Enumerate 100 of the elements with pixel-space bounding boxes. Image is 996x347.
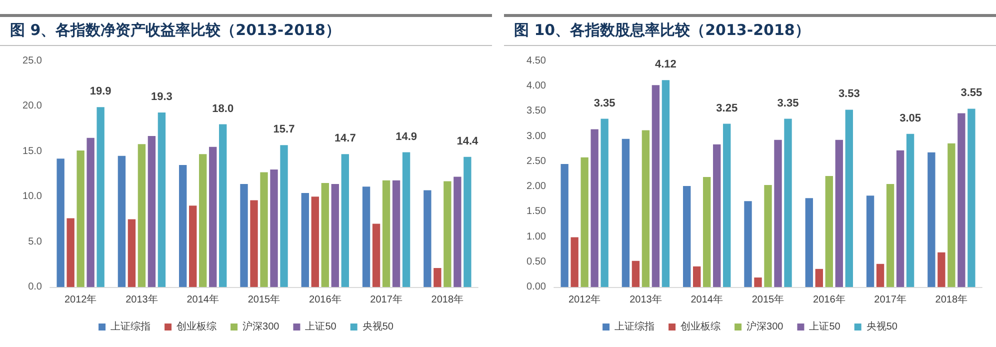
- x-tick-label: 2013年: [126, 294, 158, 306]
- legend-label: 创业板综: [176, 320, 217, 332]
- bar: [703, 177, 711, 287]
- legend-label: 上证综指: [110, 320, 151, 332]
- bar: [835, 140, 843, 287]
- bar: [600, 118, 608, 287]
- bar: [866, 196, 874, 287]
- legend-label: 上证综指: [614, 320, 655, 332]
- bar: [683, 186, 691, 287]
- bar: [896, 150, 904, 287]
- bar: [76, 150, 84, 287]
- bar: [179, 164, 187, 287]
- bar: [454, 176, 462, 287]
- bar: [321, 183, 329, 287]
- bar: [938, 252, 946, 287]
- y-tick-label: 25.0: [22, 56, 42, 66]
- bar: [301, 192, 309, 287]
- data-label: 3.53: [838, 88, 860, 100]
- chart-title: 图 9、各指数净资产收益率比较（2013-2018）: [10, 21, 340, 40]
- bar: [560, 164, 568, 287]
- x-tick-label: 2017年: [370, 294, 402, 306]
- x-tick-label: 2015年: [752, 294, 784, 306]
- bar: [764, 185, 772, 287]
- bar: [66, 218, 74, 287]
- data-label: 19.9: [90, 86, 112, 98]
- bar: [280, 145, 288, 287]
- legend-label: 沪深300: [746, 320, 784, 332]
- bar: [434, 268, 442, 287]
- bar: [662, 80, 670, 287]
- bar: [723, 124, 731, 287]
- data-label: 3.35: [594, 97, 616, 110]
- bar: [754, 277, 762, 287]
- bar: [189, 206, 197, 287]
- data-label: 15.7: [273, 124, 295, 136]
- y-tick-label: 5.0: [28, 236, 42, 248]
- bar: [805, 198, 813, 287]
- x-tick-label: 2016年: [309, 294, 342, 306]
- bar: [968, 108, 976, 287]
- y-tick-label: 4.00: [526, 80, 546, 92]
- bar: [825, 176, 833, 287]
- data-label: 18.0: [212, 102, 234, 115]
- bar: [392, 180, 400, 287]
- data-label: 3.35: [777, 97, 799, 110]
- x-tick-label: 2016年: [813, 294, 846, 306]
- y-tick-label: 0.50: [526, 256, 546, 268]
- bar: [199, 154, 207, 287]
- y-tick-label: 3.00: [526, 130, 546, 142]
- x-tick-label: 2014年: [186, 294, 219, 306]
- data-label: 14.9: [396, 130, 417, 143]
- bar: [570, 237, 578, 287]
- bar: [240, 184, 248, 287]
- x-tick-label: 2017年: [874, 294, 906, 306]
- y-tick-label: 2.50: [526, 156, 546, 167]
- x-tick-label: 2018年: [935, 294, 968, 306]
- bar: [652, 85, 660, 287]
- bar: [128, 219, 136, 287]
- bar: [402, 152, 410, 287]
- bar: [928, 152, 936, 287]
- y-tick-label: 20.0: [22, 100, 42, 112]
- bar: [331, 184, 339, 287]
- bar: [118, 156, 126, 287]
- bar: [948, 143, 956, 287]
- bar: [632, 260, 640, 287]
- bar: [372, 224, 380, 287]
- bar: [444, 181, 452, 287]
- legend-label: 沪深300: [242, 320, 280, 332]
- bar: [774, 140, 782, 287]
- bar: [209, 146, 217, 287]
- bar: [876, 264, 884, 287]
- bar: [86, 138, 94, 287]
- legend-label: 上证50: [305, 320, 337, 332]
- data-label: 3.05: [900, 112, 921, 124]
- bar: [958, 113, 966, 287]
- data-label: 19.3: [151, 91, 172, 104]
- bar: [693, 266, 701, 287]
- bar: [96, 107, 104, 287]
- y-tick-label: 0.00: [526, 282, 546, 292]
- legend-label: 央视50: [866, 320, 898, 332]
- data-label: 14.4: [456, 135, 480, 148]
- bar: [845, 110, 853, 287]
- x-tick-label: 2012年: [64, 294, 97, 306]
- x-tick-label: 2012年: [568, 294, 601, 306]
- bar: [713, 144, 721, 287]
- legend-label: 上证50: [809, 320, 841, 332]
- x-tick-label: 2014年: [690, 294, 723, 306]
- x-tick-label: 2015年: [248, 294, 280, 306]
- bar: [622, 138, 630, 287]
- y-tick-label: 10.0: [22, 191, 42, 202]
- data-label: 4.12: [655, 58, 676, 71]
- data-label: 14.7: [334, 132, 356, 145]
- bar: [642, 130, 650, 287]
- bar: [270, 169, 278, 287]
- legend-label: 创业板综: [680, 320, 721, 332]
- y-tick-label: 1.50: [526, 206, 546, 218]
- y-tick-label: 3.50: [526, 106, 546, 117]
- bar: [886, 184, 894, 287]
- bar: [382, 180, 390, 287]
- data-label: 3.55: [960, 87, 982, 100]
- bar: [906, 134, 914, 287]
- y-tick-label: 4.50: [526, 56, 546, 66]
